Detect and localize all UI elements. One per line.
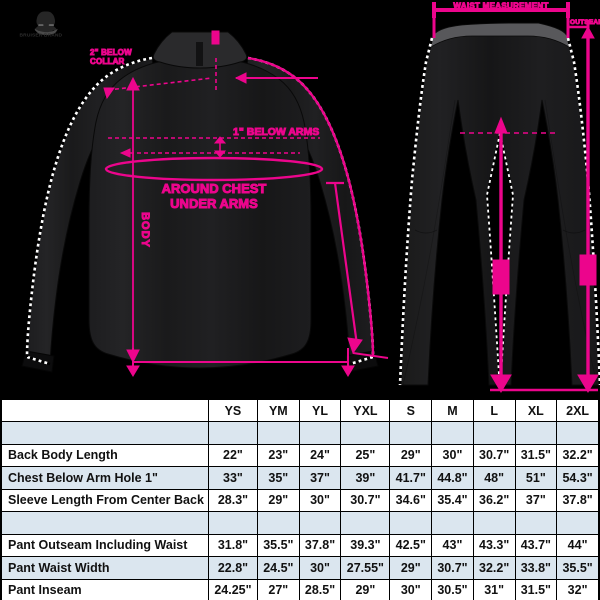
svg-text:1" BELOW ARMS: 1" BELOW ARMS	[233, 126, 319, 138]
svg-text:OUTSEAM: OUTSEAM	[570, 19, 600, 26]
svg-text:AROUND CHEST: AROUND CHEST	[162, 181, 267, 196]
svg-text:BODY: BODY	[139, 212, 151, 248]
svg-text:WAIST MEASUREMENT: WAIST MEASUREMENT	[453, 2, 548, 11]
svg-text:UNDER ARMS: UNDER ARMS	[170, 196, 258, 211]
svg-text:2" BELOW: 2" BELOW	[90, 48, 132, 57]
svg-text:COLLAR: COLLAR	[90, 57, 125, 66]
